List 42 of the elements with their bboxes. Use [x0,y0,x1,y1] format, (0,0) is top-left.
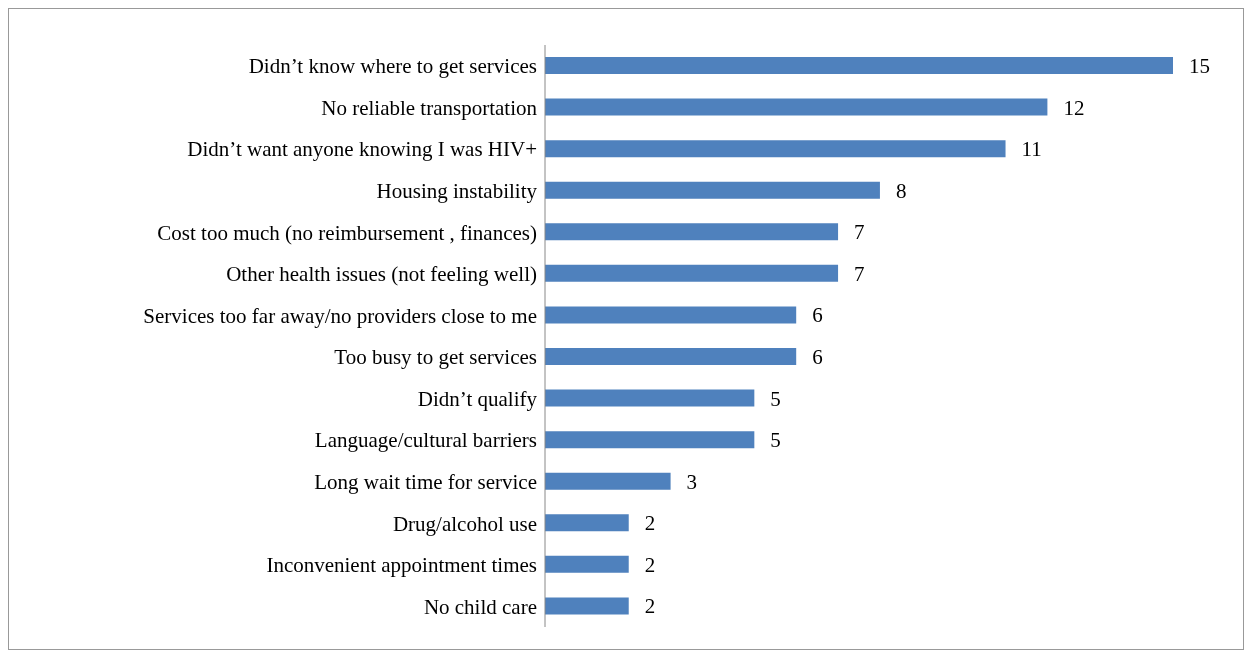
data-label: 15 [1189,53,1210,78]
y-tick-label: Too busy to get services [334,345,537,370]
bar [545,514,629,532]
y-tick-label: No reliable transportation [321,95,538,120]
bar [545,264,839,282]
bar [545,57,1173,74]
data-label: 8 [895,178,907,203]
data-label: 5 [770,386,781,411]
y-tick-label: Other health issues (not feeling well) [226,262,538,287]
y-tick-label: Long wait time for service [314,469,537,494]
data-label: 7 [854,220,865,245]
bar [545,389,755,407]
bar [545,348,797,365]
data-label: 7 [854,261,865,286]
data-label: 6 [812,303,823,328]
y-tick-label: Services too far away/no providers close to me [143,303,537,328]
y-tick-label: Cost too much (no reimbursement , finances) [157,220,537,245]
data-label: 3 [686,469,698,494]
bar [545,98,1048,116]
y-tick-label: Drug/alcohol use [392,511,537,536]
y-tick-label: Didn’t know where to get services [248,54,537,79]
bar [545,431,755,449]
data-label: 2 [644,594,656,619]
bar [545,555,629,573]
data-label: 11 [1021,137,1042,162]
y-tick-label: Didn’t qualify [417,386,538,411]
y-tick-label: Language/cultural barriers [314,428,537,453]
bar [545,181,880,199]
bar [545,597,629,615]
data-label: 5 [770,428,781,453]
bar [545,223,839,241]
y-tick-label: Inconvenient appointment times [266,553,537,578]
y-tick-label: Didn’t want anyone knowing I was HIV+ [187,137,537,162]
bar [545,140,1006,158]
data-label: 12 [1063,95,1085,120]
data-label: 6 [812,344,823,369]
bar [545,472,671,490]
data-label: 2 [644,552,656,577]
data-label: 2 [644,511,656,536]
y-tick-label: Housing instability [376,178,538,203]
bar [545,306,797,324]
y-tick-label: No child care [423,594,537,619]
